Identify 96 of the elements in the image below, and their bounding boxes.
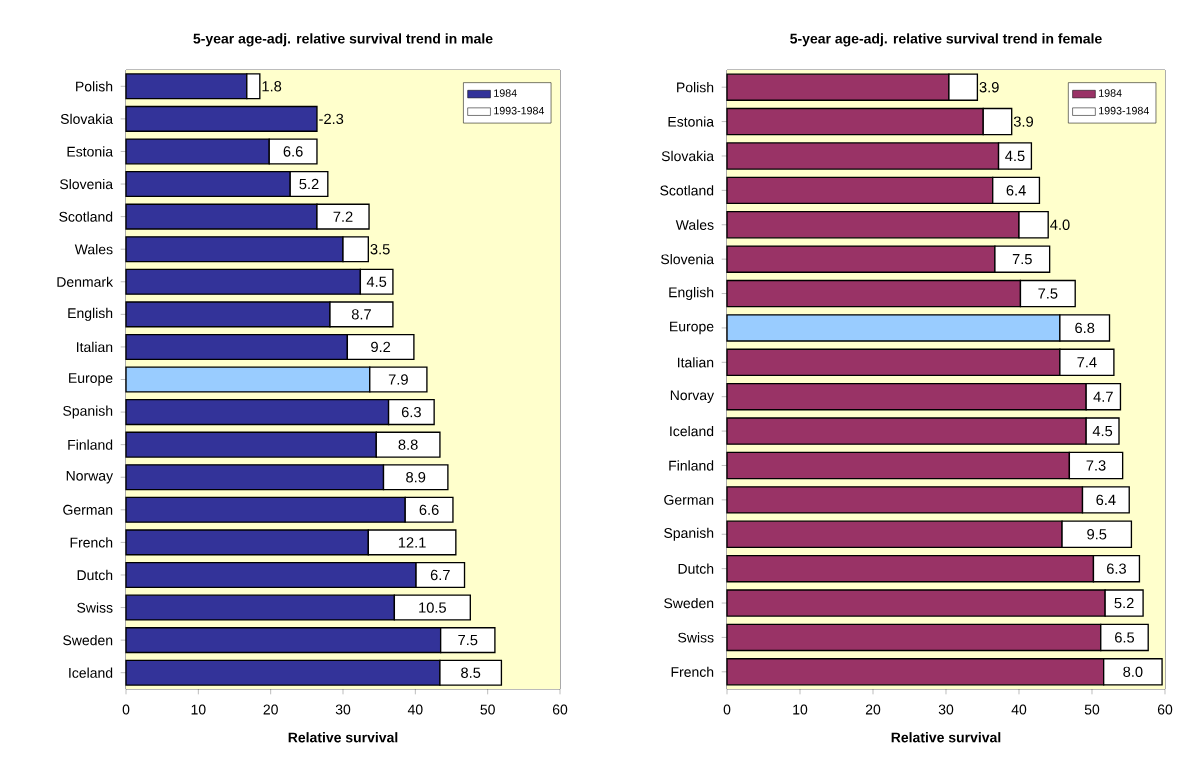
x-tick-label: 10 — [793, 704, 808, 715]
y-tick-label: Spanish — [63, 405, 113, 419]
legend-label: 1984 — [494, 89, 517, 97]
x-tick-label: 60 — [1157, 704, 1173, 715]
y-tick-label: Estonia — [67, 146, 114, 157]
y-tick-label: Scotland — [660, 185, 714, 196]
y-tick-label: Iceland — [670, 425, 714, 437]
y-tick-label: Italian — [678, 357, 714, 368]
data-label: 6.5 — [1115, 632, 1135, 643]
data-label: 4.5 — [1092, 425, 1113, 437]
legend-label: 1984 — [1099, 89, 1122, 97]
data-label: 8.9 — [406, 472, 426, 483]
x-tick-label: 30 — [335, 704, 351, 715]
y-tick-label: Slovakia — [60, 113, 114, 125]
y-tick-label: Europe — [69, 373, 113, 386]
y-tick-label: Norway — [66, 470, 114, 484]
y-tick-label: Europe — [670, 321, 714, 335]
data-label: 5.2 — [299, 178, 319, 190]
data-label: 4.7 — [1093, 391, 1113, 402]
x-tick-label: 20 — [263, 704, 278, 715]
data-label: 5.2 — [1114, 597, 1134, 609]
x-tick-label: 40 — [1011, 704, 1027, 715]
y-tick-label: Wales — [675, 219, 714, 230]
y-tick-label: English — [68, 307, 113, 321]
x-tick-label: 30 — [938, 704, 954, 715]
data-label: 8.0 — [1123, 666, 1143, 677]
data-label: 7.3 — [1086, 460, 1106, 471]
data-label: 6.4 — [1096, 494, 1116, 506]
y-tick-label: Polish — [76, 81, 113, 92]
x-tick-label: 60 — [552, 704, 568, 715]
x-tick-label: 20 — [865, 704, 881, 715]
data-label: 6.6 — [283, 146, 303, 157]
legend-label: 1993-1984 — [1099, 106, 1149, 115]
data-label: 7.9 — [388, 374, 408, 385]
data-label: 8.5 — [461, 667, 481, 678]
data-label: 7.5 — [1038, 288, 1058, 299]
y-tick-label: French — [70, 537, 113, 548]
y-tick-label: Swiss — [678, 632, 714, 643]
y-tick-label: Estonia — [668, 116, 715, 127]
y-tick-label: Slovakia — [661, 150, 715, 162]
data-label: 7.5 — [1012, 254, 1032, 265]
data-label: 1.8 — [262, 81, 282, 92]
y-tick-label: English — [669, 287, 714, 301]
y-tick-label: Wales — [74, 244, 113, 255]
y-tick-label: Polish — [677, 82, 714, 93]
y-tick-label: Dutch — [678, 563, 714, 574]
y-tick-label: Sweden — [664, 597, 714, 609]
data-label: 7.2 — [333, 211, 353, 222]
y-tick-label: Iceland — [69, 667, 113, 678]
data-label: 10.5 — [419, 602, 446, 613]
x-tick-label: 50 — [480, 704, 495, 715]
x-axis-title: Relative survival — [891, 732, 1001, 743]
x-tick-label: 50 — [1084, 704, 1100, 715]
x-tick-label: 40 — [407, 704, 423, 715]
data-label: 9.5 — [1087, 529, 1107, 540]
legend-label: 1993-1984 — [494, 106, 545, 115]
data-label: 6.3 — [401, 406, 421, 418]
chart-title: 5-year age-adj. relative survival trend in female — [790, 33, 1102, 47]
y-tick-label: Slovenia — [60, 178, 114, 190]
data-label: 4.5 — [1005, 150, 1025, 162]
data-label: 6.7 — [430, 569, 450, 581]
data-label: 3.9 — [1013, 116, 1033, 127]
y-tick-label: Finland — [669, 460, 714, 471]
y-tick-label: Scotland — [59, 211, 113, 222]
y-tick-label: Swiss — [77, 602, 113, 613]
data-label: 6.3 — [1107, 563, 1126, 574]
y-tick-label: Sweden — [63, 635, 113, 646]
data-label: 7.5 — [458, 635, 478, 646]
x-tick-label: 0 — [723, 704, 731, 715]
data-label: 8.7 — [351, 309, 371, 320]
x-axis-title: Relative survival — [288, 732, 398, 743]
data-label: 9.2 — [371, 341, 391, 353]
data-label: 6.8 — [1075, 322, 1095, 334]
data-label: 6.4 — [1006, 185, 1026, 196]
data-label: 3.5 — [370, 244, 390, 255]
x-tick-label: 0 — [122, 704, 130, 715]
y-tick-label: Finland — [68, 439, 113, 450]
y-tick-label: Norvay — [670, 390, 715, 403]
y-tick-label: Italian — [77, 341, 113, 353]
y-tick-label: Spanish — [664, 527, 714, 541]
y-tick-label: German — [63, 504, 113, 515]
y-tick-label: French — [671, 666, 714, 677]
y-tick-label: Dutch — [77, 569, 113, 581]
data-label: 8.8 — [398, 439, 418, 450]
data-label: 12.1 — [398, 537, 426, 548]
data-label: 3.9 — [979, 82, 999, 93]
chart-title: 5-year age-adj. relative survival trend in male — [193, 33, 493, 47]
data-label: 4.5 — [366, 276, 387, 287]
y-tick-label: Denmark — [57, 276, 114, 287]
y-tick-label: German — [664, 494, 714, 505]
data-label: 4.0 — [1050, 219, 1070, 230]
data-label: 6.6 — [419, 504, 439, 516]
data-label: 7.4 — [1077, 357, 1097, 368]
x-tick-label: 10 — [191, 704, 206, 715]
annotation: -2.3 — [319, 113, 344, 125]
y-tick-label: Slovenia — [661, 254, 715, 265]
